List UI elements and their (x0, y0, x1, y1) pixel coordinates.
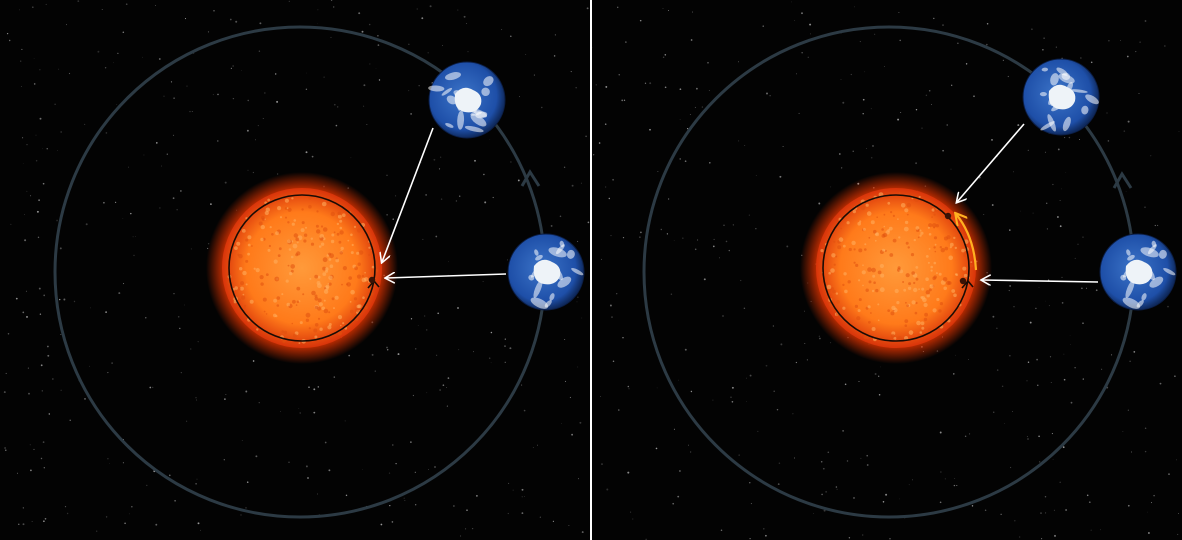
earth-icon (507, 233, 585, 311)
ice-cap (1125, 259, 1153, 285)
sun-earth-diagram-right (592, 1, 1180, 540)
ice-cap (454, 87, 482, 113)
panel-right (592, 0, 1182, 540)
earth-icon (1099, 233, 1177, 311)
sunspot-rotated (959, 277, 967, 285)
highlight-arc (956, 214, 978, 271)
sight-line-arrow-icon (957, 123, 1025, 202)
sun-icon (800, 172, 992, 364)
ice-cap (533, 259, 561, 285)
sight-line-arrow-icon (982, 280, 1099, 282)
sun-icon (206, 172, 398, 364)
sun-rotation-ring (822, 194, 970, 342)
earth-icon (428, 61, 506, 139)
sunspot (368, 276, 376, 284)
sun-earth-diagram-left (3, 0, 590, 537)
panel-left (0, 0, 590, 540)
earth-icon (1022, 58, 1100, 136)
orbit-arrow-icon (1112, 171, 1133, 189)
rotation-arrow-icon (961, 279, 974, 289)
ice-cap (1048, 84, 1076, 110)
sunspot (944, 212, 952, 220)
sight-line-arrow-icon (382, 127, 434, 262)
orbit-arrow-icon (520, 169, 541, 187)
sun-rotation-ring (228, 194, 376, 342)
sight-line-arrow-icon (386, 274, 507, 278)
